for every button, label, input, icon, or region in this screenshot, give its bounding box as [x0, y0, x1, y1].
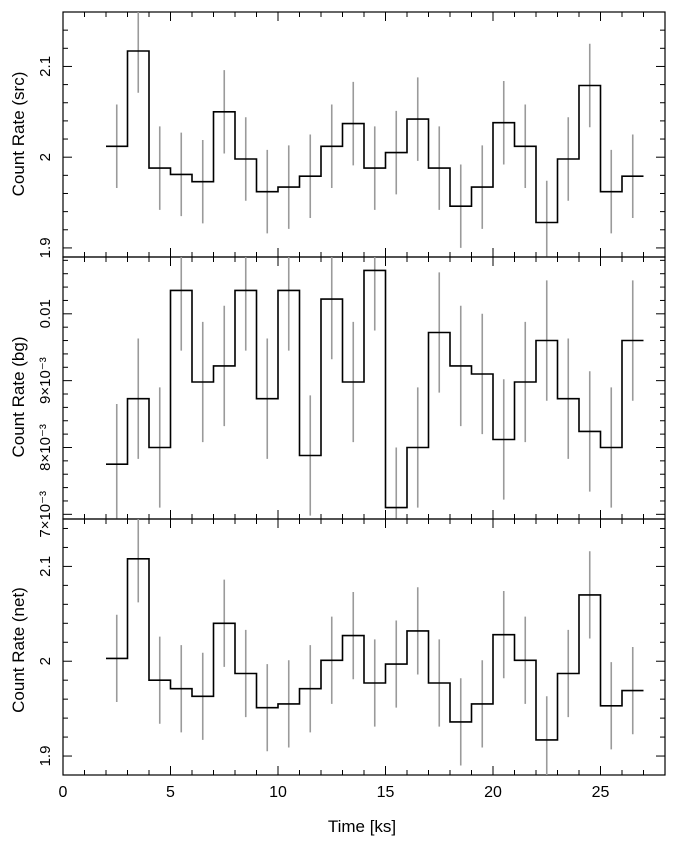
- panel-net: 1.9 2 2.1 Count Rate (net): [9, 518, 666, 776]
- ytick-label-net-2: 2.1: [37, 556, 54, 577]
- panel-net-xticks: [62, 519, 666, 775]
- panel-bg-errorbars: [115, 257, 634, 519]
- x-axis-label: Time [ks]: [328, 817, 396, 836]
- panel-bg-steps: [106, 269, 644, 509]
- panel-src: 1.9 2 2.1 Count Rate (src): [9, 11, 666, 258]
- panel-src-ylabel: Count Rate (src): [9, 72, 28, 197]
- xtick-label-0: 0: [59, 784, 68, 801]
- ytick-label-bg-1: 8×10⁻³: [37, 424, 54, 471]
- panel-net-errorbars: [115, 519, 634, 775]
- panel-src-errorbars: [115, 12, 634, 257]
- panel-src-xticks: [62, 12, 666, 257]
- xtick-label-5: 25: [592, 784, 610, 801]
- xtick-label-4: 20: [484, 784, 502, 801]
- panel-net-steps: [106, 558, 644, 741]
- step-line-src: [106, 50, 644, 224]
- xtick-label-3: 15: [377, 784, 395, 801]
- step-line-net: [106, 558, 644, 741]
- x-tick-labels: 0 5 10 15 20 25: [59, 784, 610, 801]
- xtick-label-1: 5: [166, 784, 175, 801]
- panel-bg: 7×10⁻³ 8×10⁻³ 9×10⁻³ 0.01 Count Rate (bg): [9, 256, 666, 538]
- ytick-label-net-1: 2: [37, 657, 54, 665]
- ytick-label-bg-3: 0.01: [37, 299, 54, 328]
- ytick-label-src-1: 2: [37, 153, 54, 161]
- ytick-label-net-0: 1.9: [37, 746, 54, 767]
- ytick-label-bg-0: 7×10⁻³: [37, 491, 54, 538]
- ytick-label-src-0: 1.9: [37, 237, 54, 258]
- panel-net-yticks: 1.9 2 2.1: [37, 527, 665, 776]
- panel-src-steps: [106, 50, 644, 224]
- xtick-label-2: 10: [269, 784, 287, 801]
- ytick-label-bg-2: 9×10⁻³: [37, 357, 54, 404]
- panel-net-ylabel: Count Rate (net): [9, 587, 28, 713]
- step-line-bg: [106, 269, 644, 509]
- ytick-label-src-2: 2.1: [37, 56, 54, 77]
- panel-bg-xticks: [62, 257, 666, 519]
- panel-bg-ylabel: Count Rate (bg): [9, 337, 28, 458]
- panel-bg-yticks: 7×10⁻³ 8×10⁻³ 9×10⁻³ 0.01: [37, 259, 665, 538]
- panel-src-yticks: 1.9 2 2.1: [37, 11, 665, 258]
